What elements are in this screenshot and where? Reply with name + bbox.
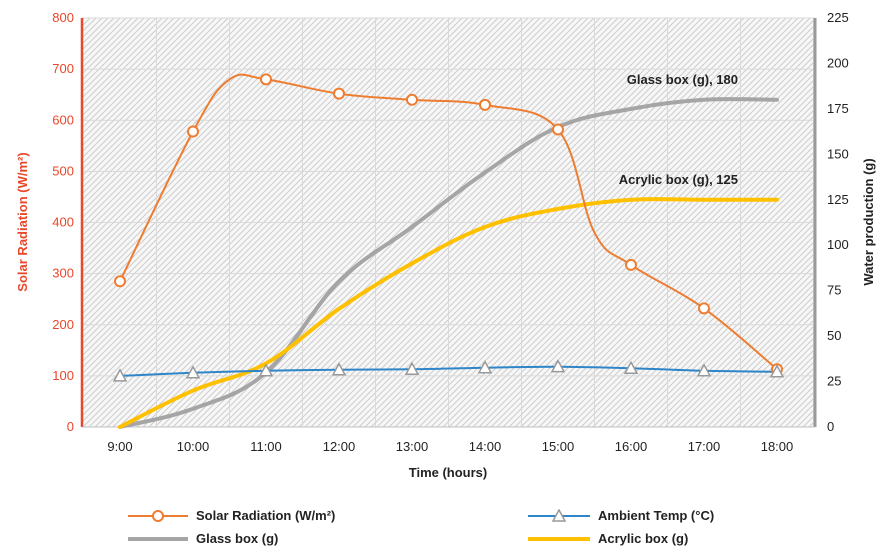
- point-solar-radiation-w-m-11-00: [260, 73, 272, 86]
- legend: Solar Radiation (W/m²) Ambient Temp (°C)…: [0, 500, 882, 553]
- right-tick-label-50: 50: [827, 328, 841, 343]
- left-axis-ticks: 0 100 200 300 400 500 600 700 800: [52, 10, 74, 434]
- annotation-acrylic-box-g-125: Acrylic box (g), 125: [619, 172, 738, 187]
- point-solar-radiation-w-m-13-00: [406, 93, 418, 106]
- right-tick-label-0: 0: [827, 419, 834, 434]
- right-tick-label-150: 150: [827, 146, 849, 161]
- point-ambient-temp-c-13-00: [404, 361, 420, 375]
- x-axis-title: Time (hours): [409, 465, 488, 480]
- annotations: Glass box (g), 180 Acrylic box (g), 125: [619, 72, 738, 187]
- x-tick-label-17-00: 17:00: [688, 439, 721, 454]
- axes: [80, 18, 817, 428]
- point-ambient-temp-c-15-00: [550, 359, 566, 373]
- right-tick-label-225: 225: [827, 10, 849, 25]
- point-solar-radiation-w-m-16-00: [625, 258, 637, 271]
- left-axis-title: Solar Radiation (W/m²): [15, 152, 30, 291]
- point-ambient-temp-c-12-00: [331, 362, 347, 376]
- left-tick-label-100: 100: [52, 368, 74, 383]
- series-line-acrylic-box-g: [118, 197, 779, 429]
- point-solar-radiation-w-m-17-00: [698, 302, 710, 315]
- annotation-glass-box-g-180: Glass box (g), 180: [627, 72, 738, 87]
- legend-label-acrylic: Acrylic box (g): [598, 531, 689, 546]
- right-tick-label-175: 175: [827, 101, 849, 116]
- series-line-glass-box-g: [118, 97, 779, 429]
- point-ambient-temp-c-17-00: [696, 363, 712, 377]
- point-solar-radiation-w-m-14-00: [479, 98, 491, 111]
- legend-item-solar: Solar Radiation (W/m²): [128, 508, 335, 523]
- legend-label-glass: Glass box (g): [196, 531, 279, 546]
- series-lines: [118, 73, 779, 429]
- point-solar-radiation-w-m-15-00: [552, 123, 564, 136]
- legend-label-solar: Solar Radiation (W/m²): [196, 508, 336, 523]
- point-solar-radiation-w-m-12-00: [333, 87, 345, 100]
- right-tick-label-100: 100: [827, 237, 849, 252]
- x-tick-label-10-00: 10:00: [177, 439, 210, 454]
- point-ambient-temp-c-10-00: [185, 365, 201, 379]
- x-tick-label-14-00: 14:00: [469, 439, 502, 454]
- right-axis-title: Water production (g): [861, 158, 876, 285]
- left-tick-label-600: 600: [52, 112, 74, 127]
- right-tick-label-200: 200: [827, 55, 849, 70]
- point-ambient-temp-c-14-00: [477, 360, 493, 374]
- x-tick-label-12-00: 12:00: [323, 439, 356, 454]
- x-tick-label-13-00: 13:00: [396, 439, 429, 454]
- x-tick-label-18-00: 18:00: [761, 439, 794, 454]
- left-tick-label-800: 800: [52, 10, 74, 25]
- left-tick-label-400: 400: [52, 215, 74, 230]
- series-line-ambient-temp-c: [119, 365, 778, 377]
- point-solar-radiation-w-m-10-00: [187, 125, 199, 138]
- point-ambient-temp-c-9-00: [112, 368, 128, 382]
- right-tick-label-125: 125: [827, 192, 849, 207]
- left-tick-label-500: 500: [52, 163, 74, 178]
- point-ambient-temp-c-18-00: [769, 364, 785, 378]
- left-tick-label-300: 300: [52, 266, 74, 281]
- left-tick-label-700: 700: [52, 61, 74, 76]
- left-tick-label-200: 200: [52, 317, 74, 332]
- right-tick-label-25: 25: [827, 374, 841, 389]
- point-ambient-temp-c-11-00: [258, 363, 274, 377]
- series-line-solar-radiation-w-m: [119, 73, 778, 371]
- left-tick-label-0: 0: [67, 419, 74, 434]
- right-tick-label-75: 75: [827, 283, 841, 298]
- legend-item-acrylic: Acrylic box (g): [528, 531, 688, 546]
- legend-swatch-acrylic: [528, 536, 590, 541]
- legend-item-glass: Glass box (g): [128, 531, 278, 546]
- legend-label-ambient: Ambient Temp (°C): [598, 508, 715, 523]
- series-markers: [112, 73, 785, 382]
- legend-swatch-glass: [128, 536, 188, 541]
- x-tick-label-16-00: 16:00: [615, 439, 648, 454]
- point-solar-radiation-w-m-9-00: [114, 275, 126, 288]
- legend-swatch-ambient: [528, 508, 590, 522]
- legend-swatch-solar: [128, 509, 188, 522]
- right-axis-ticks: 0 25 50 75 100 125 150 175 200 225: [827, 10, 849, 434]
- point-ambient-temp-c-16-00: [623, 360, 639, 374]
- chart: 0 100 200 300 400 500 600 700 800 0 25 50 75 100 125 1…: [15, 10, 876, 480]
- x-axis-ticks: 9:00 10:00 11:00 12:00 13:00 14:00 15:00 16:00 1…: [107, 439, 793, 454]
- legend-item-ambient: Ambient Temp (°C): [528, 508, 714, 523]
- x-tick-label-15-00: 15:00: [542, 439, 575, 454]
- x-tick-label-9-00: 9:00: [107, 439, 132, 454]
- x-tick-label-11-00: 11:00: [250, 439, 282, 454]
